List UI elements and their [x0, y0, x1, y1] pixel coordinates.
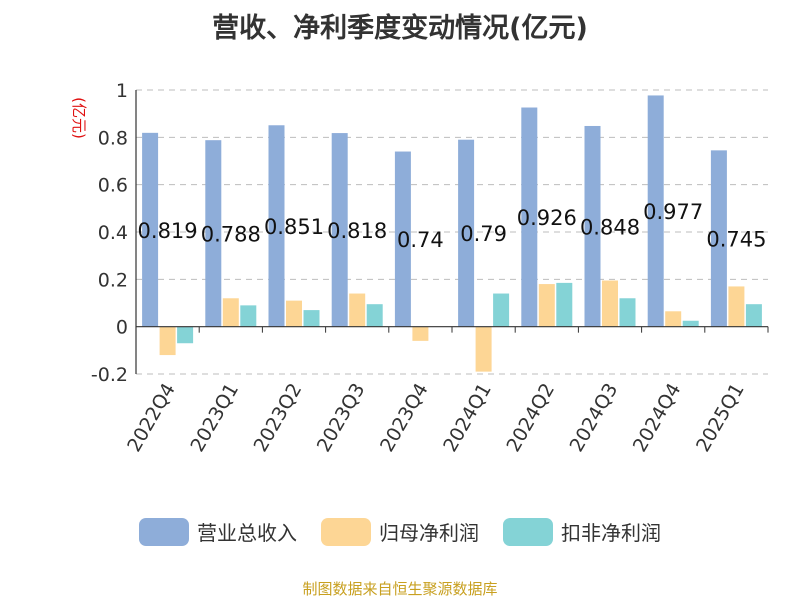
- data-label-revenue: 0.788: [201, 222, 261, 246]
- data-label-revenue: 0.74: [397, 228, 444, 252]
- bar-2023Q2-s2[interactable]: [303, 310, 320, 327]
- bar-2023Q1-s1[interactable]: [222, 298, 239, 327]
- bar-2024Q3-s0[interactable]: [584, 125, 601, 327]
- y-tick-label: 0.6: [98, 175, 128, 197]
- x-tick-label: 2023Q4: [376, 380, 433, 456]
- y-tick-label: 0.2: [98, 269, 128, 291]
- legend-label-revenue: 营业总收入: [197, 521, 297, 545]
- legend-swatch-deducted-net-profit: [503, 517, 553, 546]
- legend-label-net-profit: 归母净利润: [379, 521, 479, 545]
- y-tick-label: 0.8: [98, 127, 128, 149]
- bar-2024Q3-s2[interactable]: [619, 298, 636, 327]
- x-tick-label: 2024Q4: [629, 380, 686, 456]
- y-tick-label: 0: [116, 317, 128, 339]
- data-label-revenue: 0.848: [580, 215, 640, 239]
- bar-2023Q1-s0[interactable]: [205, 140, 222, 327]
- legend-item-revenue[interactable]: 营业总收入: [139, 517, 297, 546]
- chart-title: 营收、净利季度变动情况(亿元): [212, 13, 588, 44]
- legend-swatch-revenue: [139, 517, 189, 546]
- x-tick-label: 2025Q1: [692, 380, 749, 456]
- bar-2024Q4-s2[interactable]: [682, 320, 699, 327]
- bar-2023Q2-s1[interactable]: [286, 300, 302, 327]
- data-label-revenue: 0.851: [264, 215, 324, 239]
- bar-2025Q1-s0[interactable]: [710, 150, 727, 327]
- bar-2023Q3-s0[interactable]: [331, 133, 348, 327]
- bar-2024Q1-s0[interactable]: [458, 139, 475, 327]
- bar-2022Q4-s1[interactable]: [159, 326, 176, 356]
- bar-2024Q1-s1[interactable]: [475, 326, 492, 372]
- data-label-revenue: 0.819: [138, 219, 198, 243]
- bar-2022Q4-s0[interactable]: [142, 132, 159, 327]
- data-source-note: 制图数据来自恒生聚源数据库: [302, 580, 498, 598]
- data-label-revenue: 0.926: [517, 206, 577, 230]
- bar-2023Q3-s2[interactable]: [366, 304, 383, 327]
- y-tick-label: -0.2: [91, 364, 128, 386]
- bar-2023Q4-s1[interactable]: [412, 326, 429, 341]
- y-tick-label: 0.4: [98, 222, 128, 244]
- bar-2023Q3-s1[interactable]: [349, 293, 366, 327]
- bar-2025Q1-s2[interactable]: [745, 304, 762, 327]
- x-tick-label: 2023Q1: [186, 380, 243, 456]
- bar-2023Q1-s2[interactable]: [240, 305, 257, 327]
- y-unit-label: (亿元): [70, 97, 88, 139]
- data-label-revenue: 0.745: [706, 228, 766, 252]
- data-label-revenue: 0.79: [460, 222, 507, 246]
- bar-2024Q2-s0[interactable]: [521, 107, 538, 327]
- legend-swatch-net-profit: [321, 517, 371, 546]
- legend: 营业总收入 归母净利润 扣非净利润: [0, 517, 800, 546]
- x-tick-label: 2023Q2: [250, 380, 307, 456]
- bar-2025Q1-s1[interactable]: [728, 286, 745, 327]
- bar-2023Q2-s0[interactable]: [268, 125, 285, 327]
- x-tick-label: 2023Q3: [313, 380, 370, 456]
- x-tick-label: 2022Q4: [123, 380, 180, 456]
- y-tick-label: 1: [116, 80, 128, 102]
- bar-2024Q3-s1[interactable]: [602, 280, 618, 327]
- bar-2024Q4-s1[interactable]: [665, 311, 682, 327]
- bar-2023Q4-s0[interactable]: [394, 151, 411, 327]
- legend-item-deducted-net-profit[interactable]: 扣非净利润: [503, 517, 661, 546]
- bar-2024Q1-s2[interactable]: [493, 293, 510, 327]
- bar-2024Q2-s2[interactable]: [556, 282, 573, 327]
- legend-label-deducted-net-profit: 扣非净利润: [561, 521, 661, 545]
- x-tick-label: 2024Q1: [439, 379, 496, 455]
- legend-item-net-profit[interactable]: 归母净利润: [321, 517, 479, 546]
- bar-2024Q2-s1[interactable]: [538, 284, 555, 327]
- data-label-revenue: 0.977: [643, 200, 703, 224]
- data-label-revenue: 0.818: [327, 219, 387, 243]
- bar-2024Q4-s0[interactable]: [647, 95, 664, 327]
- x-tick-label: 2024Q2: [502, 380, 559, 456]
- x-tick-label: 2024Q3: [566, 380, 623, 456]
- bar-2022Q4-s2[interactable]: [177, 326, 194, 344]
